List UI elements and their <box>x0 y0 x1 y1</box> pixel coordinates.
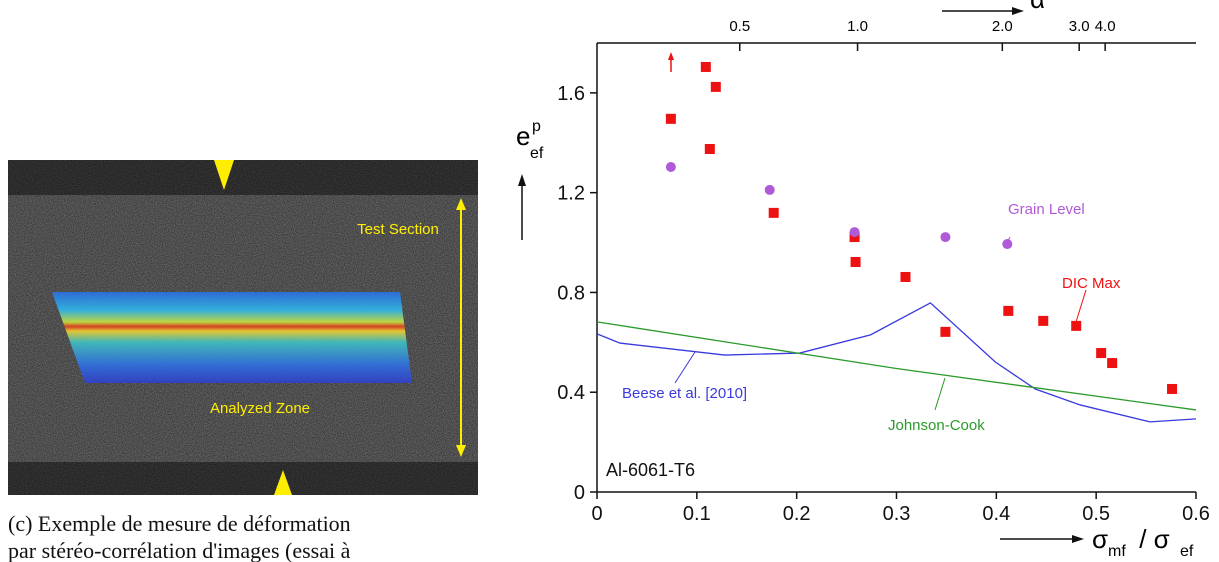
point <box>1107 358 1118 369</box>
point <box>1002 239 1013 250</box>
point <box>940 326 951 337</box>
point <box>900 271 911 282</box>
point <box>665 113 676 124</box>
x-label: / σ <box>1132 524 1170 554</box>
annotation: DIC Max <box>1062 275 1121 292</box>
point <box>665 161 676 172</box>
image-label: Test Section <box>357 221 439 238</box>
point <box>940 232 951 243</box>
x-tick-label: 0.2 <box>783 503 811 525</box>
point <box>710 81 721 92</box>
x-tick-label: 0.5 <box>1082 503 1110 525</box>
point <box>1071 320 1082 331</box>
x2-tick-label: 0.5 <box>729 18 750 35</box>
annotation: Johnson-Cook <box>888 417 985 434</box>
x-tick-label: 0 <box>591 503 602 525</box>
image-label: Analyzed Zone <box>210 400 310 417</box>
point <box>700 61 711 72</box>
x-tick-label: 0.6 <box>1182 503 1210 525</box>
point <box>1167 383 1178 394</box>
annotation: Al-6061-T6 <box>606 460 695 480</box>
annotation: Beese et al. [2010] <box>622 385 747 402</box>
x2-tick-label: 4.0 <box>1095 18 1116 35</box>
dic-photo: Test Section Analyzed Zone <box>8 160 478 495</box>
caption: (c) Exemple de mesure de déformation <box>8 511 351 536</box>
point <box>704 144 715 155</box>
point <box>1038 315 1049 326</box>
y-tick-label: 0.4 <box>557 382 585 404</box>
y-tick-label: 0.8 <box>557 282 585 304</box>
y-tick-label: 0 <box>574 482 585 504</box>
point <box>764 184 775 195</box>
y-tick-label: 1.6 <box>557 83 585 105</box>
y-tick-label: 1.2 <box>557 183 585 205</box>
x-tick-label: 0.4 <box>982 503 1010 525</box>
x2-tick-label: 3.0 <box>1069 18 1090 35</box>
point <box>850 257 861 268</box>
chart: σ mf / σ ef e p ef α Grain Level DIC Max… <box>516 0 1196 560</box>
x-label: mf <box>1108 543 1126 560</box>
point <box>768 207 779 218</box>
x2-tick-label: 1.0 <box>847 18 868 35</box>
y-label: ef <box>530 145 544 162</box>
y-label: p <box>532 118 541 135</box>
point <box>1003 305 1014 316</box>
point <box>1096 348 1107 359</box>
x-label: σ <box>1092 524 1108 554</box>
point <box>849 227 860 238</box>
y-label: e <box>516 121 530 151</box>
x-tick-label: 0.1 <box>683 503 711 525</box>
annotation: Grain Level <box>1008 201 1085 218</box>
line <box>596 302 1197 423</box>
x2-label: α <box>1030 0 1045 14</box>
x2-tick-label: 2.0 <box>992 18 1013 35</box>
x-label: ef <box>1180 543 1194 560</box>
line <box>596 321 1197 411</box>
x-tick-label: 0.3 <box>883 503 911 525</box>
caption: par stéréo-corrélation d'images (essai à <box>8 538 351 562</box>
